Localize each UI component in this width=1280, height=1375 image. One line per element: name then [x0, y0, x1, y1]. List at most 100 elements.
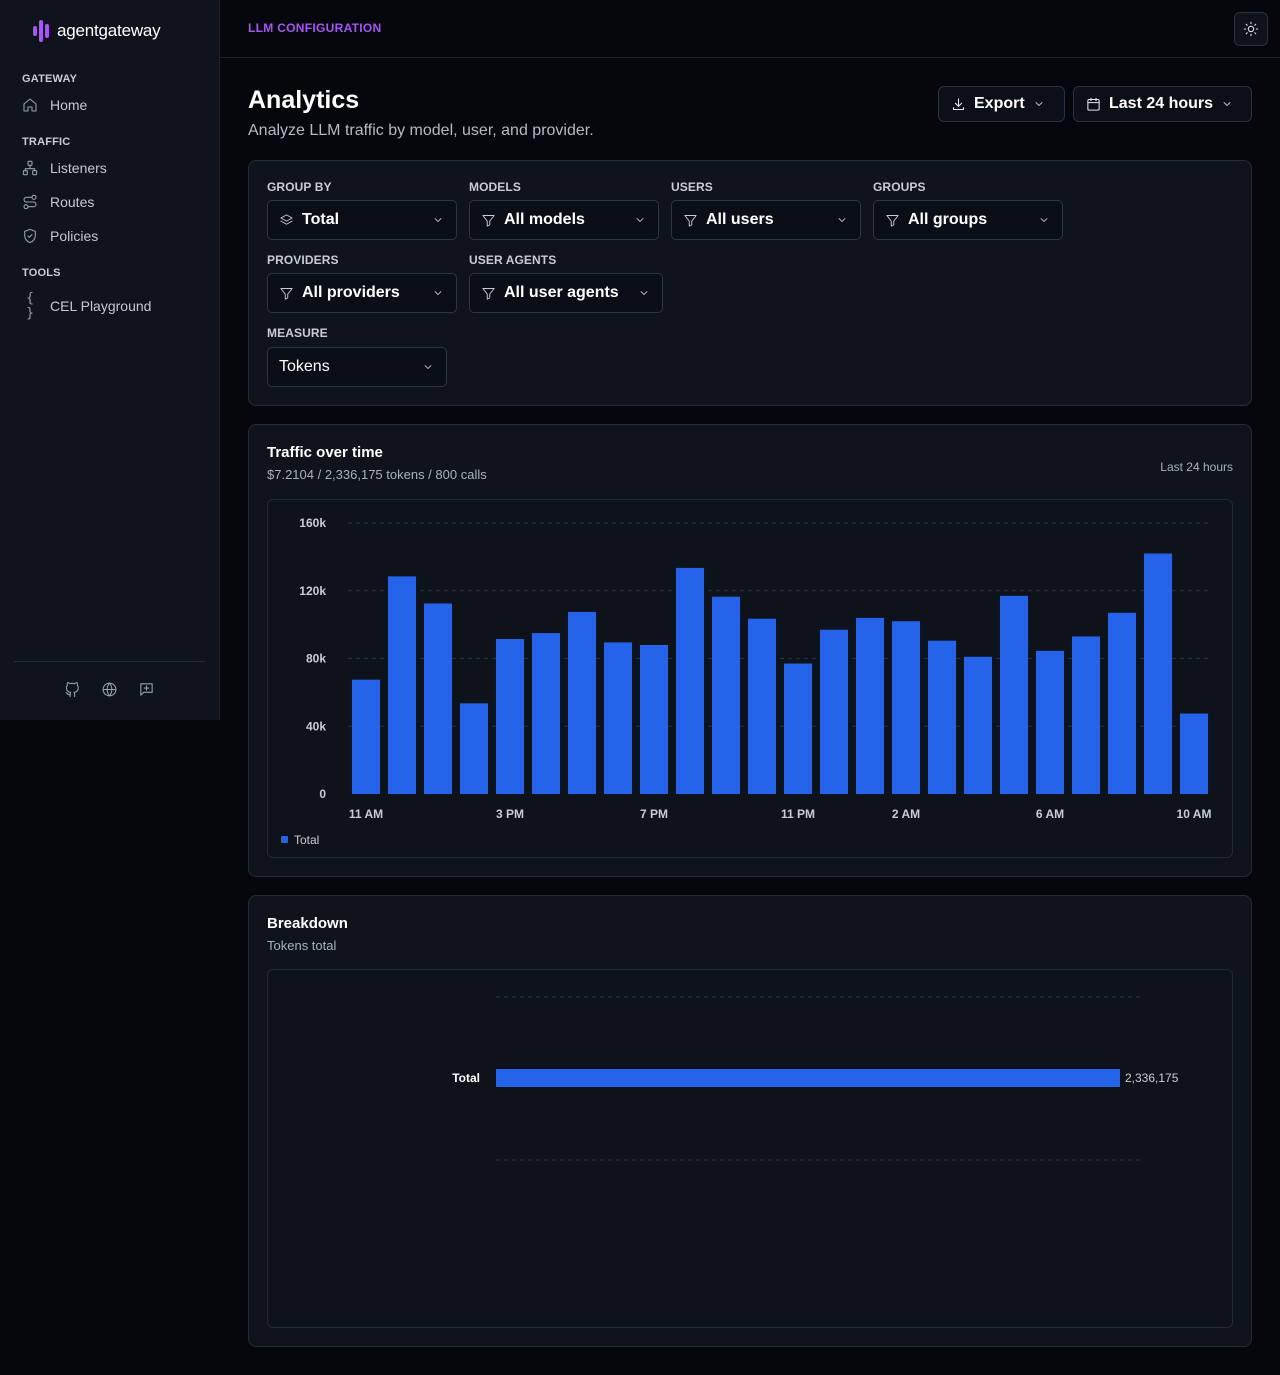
breakdown-value-label: 2,336,175	[1125, 1071, 1179, 1085]
providers-select[interactable]: All providers	[267, 273, 457, 313]
breakdown-bar	[496, 1069, 1120, 1087]
traffic-title: Traffic over time	[267, 444, 383, 461]
breadcrumb[interactable]: LLM CONFIGURATION	[248, 21, 382, 35]
models-select[interactable]: All models	[469, 200, 659, 240]
breakdown-bar-chart: Total 2,336,175	[452, 996, 1179, 1161]
chevron-down-icon	[424, 365, 432, 369]
sidebar-item-label: Listeners	[50, 160, 107, 176]
chevron-down-icon	[1223, 102, 1231, 106]
traffic-bar	[459, 703, 489, 794]
sidebar-item-home[interactable]: Home	[22, 97, 87, 113]
layers-icon	[280, 213, 293, 225]
x-tick-label: 6 AM	[1036, 807, 1064, 821]
filter-icon	[886, 214, 899, 227]
traffic-bar	[747, 618, 777, 794]
top-bar: LLM CONFIGURATION	[220, 0, 1280, 58]
globe-icon[interactable]	[101, 681, 118, 698]
filter-icon	[482, 287, 495, 300]
export-button[interactable]: Export	[938, 86, 1065, 122]
traffic-bar	[963, 656, 993, 794]
traffic-card: Traffic over time $7.2104 / 2,336,175 to…	[248, 424, 1252, 877]
breakdown-category-label: Total	[452, 1071, 480, 1085]
y-tick-label: 160k	[299, 516, 326, 530]
filters-card: GROUP BY Total MODELS All models USERS A…	[248, 160, 1252, 406]
sidebar-item-label: CEL Playground	[50, 298, 152, 314]
breakdown-title: Breakdown	[267, 915, 348, 932]
user-agents-select[interactable]: All user agents	[469, 273, 663, 313]
filter-icon	[482, 214, 495, 227]
traffic-bar	[567, 611, 597, 794]
providers-value: All providers	[302, 284, 400, 301]
legend-swatch	[281, 836, 288, 843]
brand-name: agentgateway	[57, 21, 161, 40]
filter-icon	[684, 214, 697, 227]
y-tick-label: 120k	[299, 584, 326, 598]
shield-icon	[24, 228, 36, 244]
traffic-bar	[495, 639, 525, 794]
sidebar-item-cel-playground[interactable]: { } CEL Playground	[22, 291, 151, 321]
traffic-bar	[711, 596, 741, 794]
traffic-bar	[1143, 553, 1173, 794]
calendar-icon	[1087, 97, 1100, 111]
y-tick-label: 80k	[306, 652, 326, 666]
traffic-summary: $7.2104 / 2,336,175 tokens / 800 calls	[267, 467, 487, 482]
sidebar: agentgateway GATEWAY Home TRAFFIC Listen…	[0, 0, 220, 720]
users-select[interactable]: All users	[671, 200, 861, 240]
braces-icon: { }	[26, 291, 34, 321]
x-tick-label: 11 AM	[349, 807, 383, 821]
traffic-bar	[531, 633, 561, 794]
time-range-button[interactable]: Last 24 hours	[1073, 86, 1252, 122]
chevron-down-icon	[434, 291, 442, 295]
traffic-bar	[819, 629, 849, 794]
sidebar-item-label: Policies	[50, 228, 99, 244]
sidebar-item-listeners[interactable]: Listeners	[22, 160, 107, 176]
y-tick-label: 40k	[306, 719, 326, 733]
traffic-bar-chart: 0 40k 80k 120k 160k 11 AM 3 PM 7 PM 11 PM 2 AM 6 A…	[281, 516, 1212, 847]
x-tick-label: 3 PM	[496, 807, 524, 821]
time-range-label: Last 24 hours	[1109, 95, 1214, 112]
measure-label: MEASURE	[267, 326, 328, 340]
sun-icon	[1243, 21, 1259, 37]
github-icon[interactable]	[64, 681, 81, 698]
sidebar-item-routes[interactable]: Routes	[22, 194, 94, 210]
traffic-bar	[1071, 636, 1101, 794]
groups-label: GROUPS	[873, 180, 926, 194]
groups-select[interactable]: All groups	[873, 200, 1063, 240]
sidebar-footer	[64, 681, 155, 698]
feedback-icon[interactable]	[138, 681, 155, 698]
sidebar-item-policies[interactable]: Policies	[22, 228, 98, 244]
logo-mark-icon	[33, 20, 51, 42]
traffic-bar	[387, 576, 417, 794]
traffic-bar	[1035, 650, 1065, 794]
group-by-select[interactable]: Total	[267, 200, 457, 240]
x-tick-label: 11 PM	[781, 807, 815, 821]
measure-value: Tokens	[279, 358, 330, 375]
y-tick-label: 0	[319, 787, 326, 801]
traffic-bar	[675, 567, 705, 794]
chevron-down-icon	[434, 218, 442, 222]
nav-section-gateway: GATEWAY	[22, 73, 78, 85]
breakdown-subtitle: Tokens total	[267, 938, 337, 953]
sidebar-item-label: Routes	[50, 194, 95, 210]
models-value: All models	[504, 211, 585, 228]
traffic-bar	[423, 603, 453, 794]
x-tick-label: 7 PM	[640, 807, 668, 821]
nav-section-traffic: TRAFFIC	[22, 136, 71, 148]
traffic-bar	[351, 679, 381, 794]
network-icon	[22, 160, 38, 176]
traffic-bar	[891, 621, 921, 794]
theme-toggle-button[interactable]	[1234, 12, 1268, 46]
download-icon	[952, 97, 965, 110]
measure-select[interactable]: Tokens	[267, 347, 447, 387]
x-tick-label: 2 AM	[892, 807, 920, 821]
nav-section-tools: TOOLS	[22, 267, 61, 279]
sidebar-item-label: Home	[50, 97, 88, 113]
chevron-down-icon	[640, 291, 648, 295]
breakdown-chart-container: Total 2,336,175	[267, 969, 1233, 1328]
traffic-bar	[1179, 713, 1209, 794]
brand-logo[interactable]: agentgateway	[33, 20, 161, 42]
home-icon	[23, 98, 37, 112]
models-label: MODELS	[469, 180, 521, 194]
traffic-bar	[855, 617, 885, 794]
legend-label: Total	[294, 833, 319, 847]
